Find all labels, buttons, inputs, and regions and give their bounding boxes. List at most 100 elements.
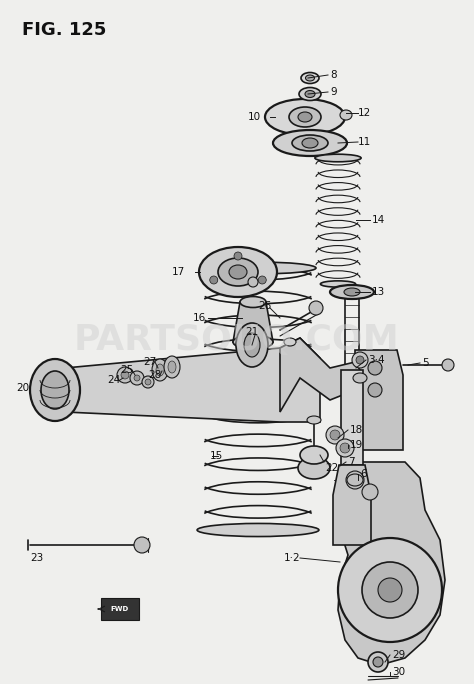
Text: 18: 18	[350, 425, 363, 435]
Polygon shape	[280, 338, 360, 412]
Circle shape	[340, 443, 350, 453]
Ellipse shape	[300, 446, 328, 464]
Ellipse shape	[199, 247, 277, 297]
Ellipse shape	[273, 130, 347, 156]
Ellipse shape	[152, 359, 168, 381]
Circle shape	[142, 376, 154, 388]
Text: 21: 21	[245, 327, 258, 337]
Circle shape	[373, 657, 383, 667]
Circle shape	[134, 375, 140, 381]
Ellipse shape	[284, 338, 296, 346]
Text: 26: 26	[258, 301, 271, 311]
Ellipse shape	[292, 135, 328, 151]
Ellipse shape	[229, 265, 247, 279]
Ellipse shape	[265, 99, 345, 135]
Circle shape	[356, 356, 364, 364]
Text: 8: 8	[330, 70, 337, 80]
Circle shape	[378, 578, 402, 602]
Circle shape	[346, 471, 364, 489]
FancyBboxPatch shape	[101, 598, 139, 620]
Ellipse shape	[298, 112, 312, 122]
Ellipse shape	[30, 359, 80, 421]
Circle shape	[362, 562, 418, 618]
Text: 24: 24	[107, 375, 120, 385]
Ellipse shape	[197, 523, 319, 536]
Text: FWD: FWD	[111, 606, 129, 612]
Circle shape	[121, 371, 129, 379]
Ellipse shape	[301, 73, 319, 83]
Circle shape	[248, 277, 258, 287]
Ellipse shape	[307, 416, 321, 424]
Text: PARTSOUQ.COM: PARTSOUQ.COM	[74, 323, 400, 357]
Text: 14: 14	[372, 215, 385, 225]
Text: 23: 23	[30, 553, 43, 563]
Ellipse shape	[156, 364, 164, 376]
Text: 28: 28	[148, 370, 161, 380]
Polygon shape	[333, 465, 371, 545]
Circle shape	[117, 367, 133, 383]
Ellipse shape	[289, 107, 321, 127]
Circle shape	[336, 439, 354, 457]
Text: 22: 22	[325, 463, 338, 473]
Polygon shape	[233, 302, 273, 342]
Circle shape	[130, 371, 144, 385]
Circle shape	[368, 361, 382, 375]
Polygon shape	[341, 370, 363, 465]
Circle shape	[326, 426, 344, 444]
Circle shape	[442, 359, 454, 371]
Text: 1·2: 1·2	[284, 553, 301, 563]
Circle shape	[368, 652, 388, 672]
Circle shape	[258, 276, 266, 284]
Circle shape	[362, 484, 378, 500]
Ellipse shape	[244, 333, 260, 357]
Ellipse shape	[41, 371, 69, 409]
Text: 30: 30	[392, 667, 405, 677]
Text: 5: 5	[422, 358, 428, 368]
Text: 9: 9	[330, 87, 337, 97]
Ellipse shape	[218, 258, 258, 286]
Ellipse shape	[340, 110, 352, 120]
Text: 19: 19	[350, 440, 363, 450]
Polygon shape	[355, 350, 403, 450]
Text: 7: 7	[348, 457, 355, 467]
Circle shape	[352, 352, 368, 368]
Circle shape	[145, 379, 151, 385]
Text: 20: 20	[16, 383, 29, 393]
Ellipse shape	[320, 281, 356, 287]
Circle shape	[330, 430, 340, 440]
Ellipse shape	[306, 75, 315, 81]
Ellipse shape	[305, 90, 315, 98]
Text: 16: 16	[193, 313, 206, 323]
Polygon shape	[338, 462, 445, 665]
Ellipse shape	[353, 373, 367, 383]
Text: 10: 10	[248, 112, 261, 122]
Ellipse shape	[168, 361, 176, 373]
Ellipse shape	[240, 296, 266, 308]
Circle shape	[134, 537, 150, 553]
Text: FIG. 125: FIG. 125	[22, 21, 106, 39]
Text: 3·4: 3·4	[368, 355, 384, 365]
Text: 29: 29	[392, 650, 405, 660]
Text: 15: 15	[210, 451, 223, 461]
Text: 13: 13	[372, 287, 385, 297]
Circle shape	[234, 252, 242, 260]
Ellipse shape	[344, 288, 360, 296]
Text: 25: 25	[120, 365, 133, 375]
Circle shape	[338, 538, 442, 642]
Ellipse shape	[164, 356, 180, 378]
Polygon shape	[65, 338, 320, 422]
Text: 27: 27	[143, 357, 156, 367]
Ellipse shape	[298, 457, 330, 479]
Circle shape	[368, 383, 382, 397]
Ellipse shape	[299, 88, 321, 101]
Ellipse shape	[236, 323, 268, 367]
Ellipse shape	[315, 154, 361, 162]
Ellipse shape	[233, 335, 273, 349]
Text: 17: 17	[172, 267, 185, 277]
Text: 12: 12	[358, 108, 371, 118]
Text: 11: 11	[358, 137, 371, 147]
Ellipse shape	[302, 138, 318, 148]
Ellipse shape	[330, 285, 374, 299]
Ellipse shape	[200, 262, 316, 274]
Circle shape	[210, 276, 218, 284]
